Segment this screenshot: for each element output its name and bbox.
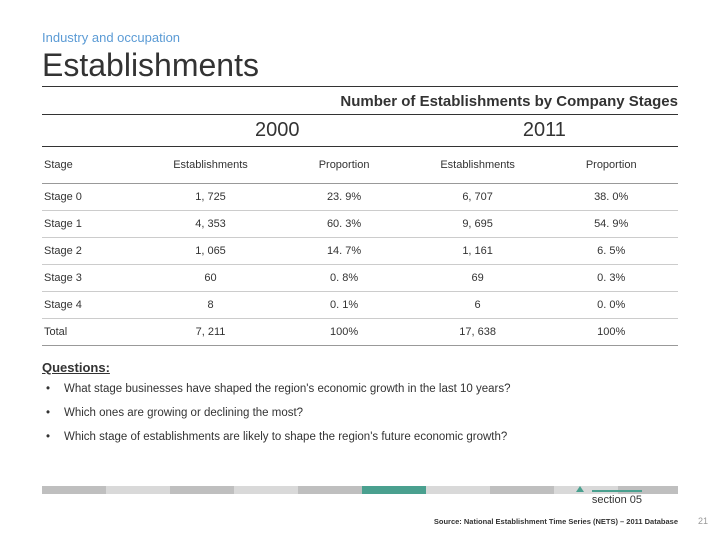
table-row: Stage 14, 35360. 3%9, 69554. 9% (42, 211, 678, 238)
year-header-row: 2000 2011 (42, 115, 678, 147)
cell-est-2011: 9, 695 (411, 211, 545, 238)
cell-stage: Stage 0 (42, 184, 144, 211)
page-number: 21 (698, 516, 708, 526)
cell-prop-2000: 0. 1% (277, 292, 411, 319)
source-citation: Source: National Establishment Time Seri… (434, 517, 678, 526)
cell-est-2000: 1, 725 (144, 184, 278, 211)
table-header-row: Stage Establishments Proportion Establis… (42, 147, 678, 184)
col-prop-2011: Proportion (544, 147, 678, 184)
col-stage: Stage (42, 147, 144, 184)
cell-est-2000: 7, 211 (144, 319, 278, 346)
footer-bar-segment (362, 486, 426, 494)
table-row: Stage 21, 06514. 7%1, 1616. 5% (42, 238, 678, 265)
cell-stage: Stage 2 (42, 238, 144, 265)
footer-bar-segment (42, 486, 106, 494)
establishments-table: Stage Establishments Proportion Establis… (42, 147, 678, 346)
cell-stage: Total (42, 319, 144, 346)
category-label: Industry and occupation (42, 30, 678, 45)
cell-prop-2000: 60. 3% (277, 211, 411, 238)
table-row: Stage 480. 1%60. 0% (42, 292, 678, 319)
footer-bar-segment (490, 486, 554, 494)
section-label: section 05 (592, 490, 642, 506)
footer-bar-segment (170, 486, 234, 494)
question-item: What stage businesses have shaped the re… (46, 383, 678, 395)
footer-bar-segment (298, 486, 362, 494)
cell-prop-2000: 14. 7% (277, 238, 411, 265)
questions-heading: Questions: (42, 360, 678, 375)
cell-est-2000: 60 (144, 265, 278, 292)
cell-est-2000: 4, 353 (144, 211, 278, 238)
cell-stage: Stage 3 (42, 265, 144, 292)
question-item: Which stage of establishments are likely… (46, 431, 678, 443)
subtitle: Number of Establishments by Company Stag… (42, 91, 678, 115)
cell-prop-2011: 38. 0% (544, 184, 678, 211)
cell-est-2011: 6 (411, 292, 545, 319)
cell-est-2000: 8 (144, 292, 278, 319)
section-arrow-icon (576, 486, 584, 492)
cell-prop-2011: 54. 9% (544, 211, 678, 238)
cell-prop-2011: 0. 0% (544, 292, 678, 319)
col-est-2000: Establishments (144, 147, 278, 184)
cell-est-2011: 6, 707 (411, 184, 545, 211)
cell-est-2000: 1, 065 (144, 238, 278, 265)
year-2000: 2000 (144, 115, 411, 146)
cell-stage: Stage 1 (42, 211, 144, 238)
questions-list: What stage businesses have shaped the re… (42, 383, 678, 443)
table-row: Stage 3600. 8%690. 3% (42, 265, 678, 292)
year-2011: 2011 (411, 115, 678, 146)
cell-prop-2000: 23. 9% (277, 184, 411, 211)
footer-bar-segment (106, 486, 170, 494)
cell-est-2011: 69 (411, 265, 545, 292)
cell-est-2011: 17, 638 (411, 319, 545, 346)
cell-prop-2011: 0. 3% (544, 265, 678, 292)
cell-stage: Stage 4 (42, 292, 144, 319)
footer-bar-segment (234, 486, 298, 494)
cell-prop-2011: 100% (544, 319, 678, 346)
footer-bar-segment (426, 486, 490, 494)
table-row: Stage 01, 72523. 9%6, 70738. 0% (42, 184, 678, 211)
cell-est-2011: 1, 161 (411, 238, 545, 265)
cell-prop-2011: 6. 5% (544, 238, 678, 265)
page-title: Establishments (42, 47, 678, 87)
question-item: Which ones are growing or declining the … (46, 407, 678, 419)
col-est-2011: Establishments (411, 147, 545, 184)
cell-prop-2000: 100% (277, 319, 411, 346)
cell-prop-2000: 0. 8% (277, 265, 411, 292)
table-row: Total7, 211100%17, 638100% (42, 319, 678, 346)
col-prop-2000: Proportion (277, 147, 411, 184)
